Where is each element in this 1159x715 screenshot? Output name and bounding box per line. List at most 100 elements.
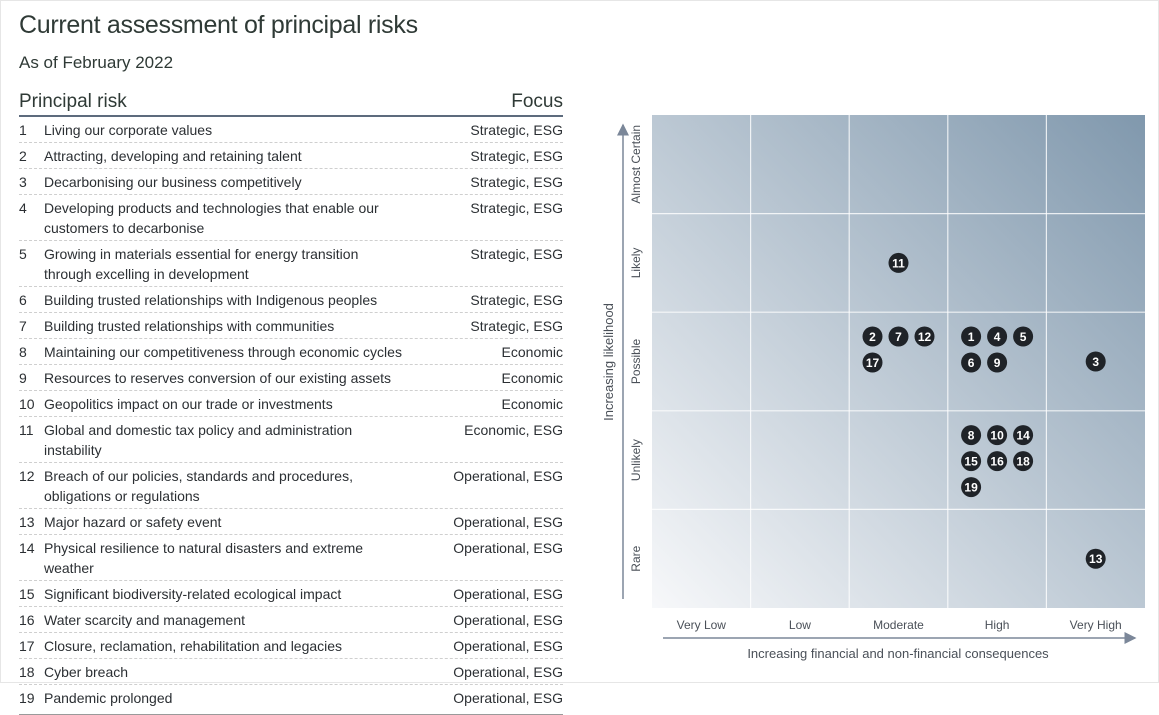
x-tick-label: Very Low [677,618,727,632]
principal-risk-table: Principal risk Focus 1 Living our corpora… [19,91,563,715]
risk-focus: Operational, ESG [453,638,563,654]
risk-focus: Strategic, ESG [470,246,563,262]
x-tick-label: High [985,618,1010,632]
risk-name: Breach of our policies, standards and pr… [44,468,353,504]
risk-number: 9 [19,370,27,386]
risk-name: Resources to reserves conversion of our … [44,370,392,386]
risk-focus: Economic [501,344,563,360]
risk-name: Cyber breach [44,664,129,680]
risk-name: Geopolitics impact on our trade or inves… [44,396,333,412]
risk-marker-label: 4 [994,330,1001,344]
risk-focus: Strategic, ESG [470,174,563,190]
risk-name: Significant biodiversity-related ecologi… [44,586,342,602]
risk-marker [862,326,883,347]
risk-focus: Economic [501,370,563,386]
page-subtitle: As of February 2022 [19,53,174,72]
risk-focus: Operational, ESG [453,664,563,680]
risk-marker-label: 18 [1016,455,1030,469]
plot-area [652,115,1145,608]
risk-marker-label: 16 [990,455,1004,469]
risk-focus: Operational, ESG [453,586,563,602]
table-row: 17 Closure, reclamation, rehabilitation a… [19,633,563,659]
table-row: 7 Building trusted relationships with com… [19,313,563,339]
risk-marker [987,425,1008,446]
table-row: 1 Living our corporate values Strategic, E… [19,117,563,143]
risk-number: 19 [19,690,35,706]
risk-marker [1085,548,1106,569]
risk-focus: Operational, ESG [453,468,563,484]
y-tick-label: Almost Certain [629,125,643,204]
risk-marker [987,326,1008,347]
table-row: 6 Building trusted relationships with Ind… [19,287,563,313]
table-row: 16 Water scarcity and management Operation… [19,607,563,633]
risk-marker [987,451,1008,472]
risk-marker [888,252,909,273]
risk-focus: Operational, ESG [453,612,563,628]
table-row: 18 Cyber breach Operational, ESG [19,659,563,685]
y-tick-label: Unlikely [629,439,643,481]
risk-name: Global and domestic tax policy and admin… [44,422,353,458]
y-tick-label: Possible [629,338,643,384]
y-tick-label: Rare [629,545,643,571]
risk-name: Growing in materials essential for energ… [44,246,359,282]
x-tick-label: Low [789,618,811,632]
risk-marker [961,477,982,498]
table-row: 8 Maintaining our competitiveness through… [19,339,563,365]
table-row: 19 Pandemic prolonged Operational, ESG [19,685,563,715]
risk-focus: Strategic, ESG [470,148,563,164]
risk-marker-label: 5 [1020,330,1027,344]
header-focus: Focus [511,91,563,112]
risk-number: 14 [19,540,35,556]
risk-marker-label: 6 [968,356,975,370]
risk-number: 6 [19,292,27,308]
x-axis-label: Increasing financial and non-financial c… [747,646,1049,661]
risk-number: 3 [19,174,27,190]
table-row: 9 Resources to reserves conversion of our… [19,365,563,391]
table-row: 12 Breach of our policies, standards and … [19,463,563,509]
risk-number: 5 [19,246,27,262]
y-axis-label: Increasing likelihood [601,303,616,421]
risk-number: 1 [19,122,27,138]
risk-marker-label: 14 [1016,429,1030,443]
risk-marker [961,352,982,373]
risk-marker-label: 9 [994,356,1001,370]
risk-number: 15 [19,586,35,602]
table-row: 3 Decarbonising our business competitivel… [19,169,563,195]
risk-name: Developing products and technologies tha… [44,200,379,236]
table-row: 11 Global and domestic tax policy and adm… [19,417,563,463]
x-tick-label: Moderate [873,618,924,632]
risk-marker [888,326,909,347]
risk-marker [862,352,883,373]
table-row: 4 Developing products and technologies th… [19,195,563,241]
risk-marker-label: 15 [964,455,978,469]
risk-focus: Economic [501,396,563,412]
risk-name: Decarbonising our business competitively [44,174,302,190]
risk-marker [1013,326,1034,347]
risk-marker-label: 13 [1089,552,1103,566]
risk-marker [914,326,935,347]
risk-name: Water scarcity and management [44,612,246,628]
risk-focus: Strategic, ESG [470,318,563,334]
risk-name: Major hazard or safety event [44,514,222,530]
risk-name: Attracting, developing and retaining tal… [44,148,302,164]
y-tick-label: Likely [629,248,643,279]
risk-number: 10 [19,396,35,412]
risk-marker-label: 11 [892,256,905,270]
header-principal-risk: Principal risk [19,91,127,112]
risk-name: Building trusted relationships with comm… [44,318,335,334]
risk-focus: Operational, ESG [453,690,563,706]
risk-number: 17 [19,638,35,654]
risk-marker-label: 17 [866,356,880,370]
risk-number: 12 [19,468,35,484]
risk-marker-label: 3 [1092,355,1099,369]
risk-marker [961,326,982,347]
table-row: 13 Major hazard or safety event Operationa… [19,509,563,535]
table-row: 5 Growing in materials essential for ener… [19,241,563,287]
risk-marker-label: 7 [895,330,902,344]
risk-name: Maintaining our competitiveness through … [44,344,402,360]
risk-matrix-chart: Very Low Low Moderate High Very High Rare Unli… [601,115,1145,661]
risk-marker-label: 2 [869,330,876,344]
risk-name: Closure, reclamation, rehabilitation and… [44,638,343,654]
risk-marker [1013,451,1034,472]
risk-marker-label: 8 [968,429,975,443]
